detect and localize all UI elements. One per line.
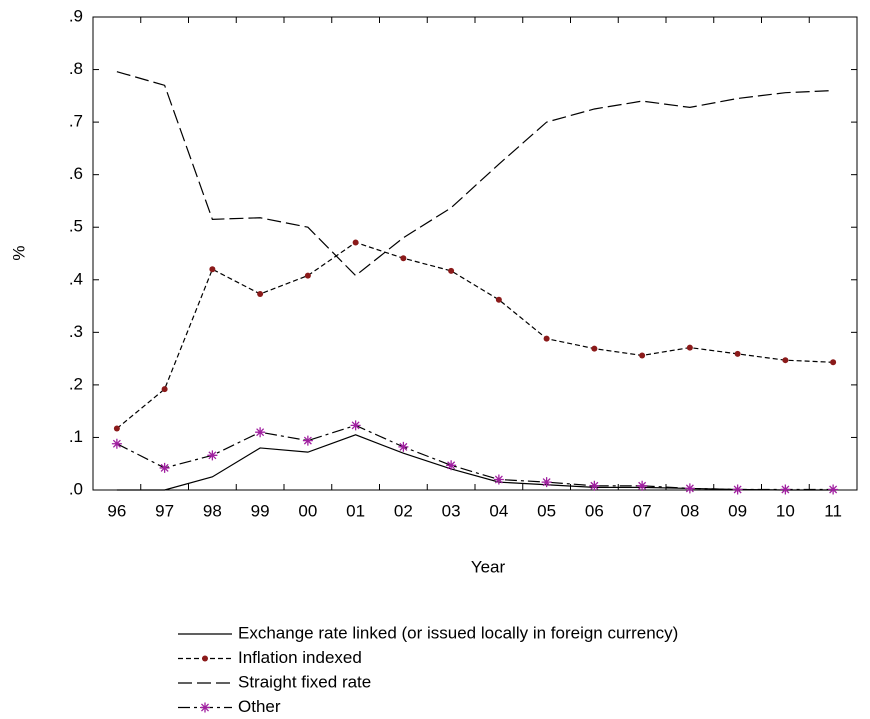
marker <box>782 357 789 364</box>
marker <box>448 267 455 274</box>
marker <box>352 239 359 246</box>
marker <box>350 420 361 431</box>
marker <box>111 438 122 449</box>
x-tick-label: 00 <box>298 501 317 520</box>
marker <box>639 352 646 359</box>
marker <box>637 480 648 491</box>
x-tick-label: 09 <box>728 501 747 520</box>
x-tick-label: 11 <box>824 501 842 520</box>
y-axis-label: % <box>9 245 28 260</box>
marker <box>207 450 218 461</box>
marker <box>446 460 457 471</box>
marker <box>541 477 552 488</box>
marker <box>161 386 168 393</box>
marker <box>589 480 600 491</box>
x-tick-label: 96 <box>107 501 126 520</box>
x-tick-label: 97 <box>155 501 174 520</box>
marker <box>255 427 266 438</box>
plot-frame <box>92 16 858 491</box>
marker <box>209 266 216 273</box>
marker <box>159 462 170 473</box>
y-tick-label: .9 <box>69 6 83 25</box>
y-tick-label: .8 <box>69 59 83 78</box>
marker <box>304 272 311 279</box>
x-tick-label: 10 <box>776 501 795 520</box>
x-tick-label: 98 <box>203 501 222 520</box>
x-tick-label: 06 <box>585 501 604 520</box>
marker <box>543 335 550 342</box>
x-tick-label: 02 <box>394 501 413 520</box>
marker <box>734 350 741 357</box>
marker <box>591 345 598 352</box>
x-tick-label: 08 <box>680 501 699 520</box>
y-tick-label: .0 <box>69 479 83 498</box>
x-tick-label: 01 <box>346 501 365 520</box>
x-tick-label: 05 <box>537 501 556 520</box>
y-tick-label: .7 <box>69 112 83 131</box>
y-tick-label: .1 <box>69 427 83 446</box>
legend-label: Other <box>238 697 281 716</box>
series-line <box>116 424 834 491</box>
legend-label: Inflation indexed <box>238 648 362 667</box>
y-tick-label: .3 <box>69 322 83 341</box>
legend-marker <box>200 702 210 713</box>
marker <box>302 435 313 446</box>
x-axis-label: Year <box>471 557 506 576</box>
marker <box>780 484 791 495</box>
x-tick-label: 04 <box>489 501 508 520</box>
marker <box>828 484 839 495</box>
y-tick-label: .4 <box>69 269 83 288</box>
marker <box>398 441 409 452</box>
marker <box>495 296 502 303</box>
marker <box>684 483 695 494</box>
x-tick-label: 99 <box>251 501 270 520</box>
marker <box>686 344 693 351</box>
series-line <box>116 71 834 277</box>
series-line <box>116 241 834 429</box>
x-tick-label: 03 <box>442 501 461 520</box>
marker <box>732 484 743 495</box>
legend-label: Straight fixed rate <box>238 672 371 691</box>
x-tick-label: 07 <box>633 501 652 520</box>
y-tick-label: .2 <box>69 374 83 393</box>
marker <box>493 474 504 485</box>
marker <box>400 255 407 262</box>
marker <box>257 290 264 297</box>
marker <box>113 425 120 432</box>
marker <box>830 359 837 366</box>
y-tick-label: .5 <box>69 217 83 236</box>
series-line <box>116 434 834 491</box>
legend-marker <box>202 655 208 662</box>
legend-label: Exchange rate linked (or issued locally … <box>238 623 678 642</box>
y-tick-label: .6 <box>69 164 83 183</box>
